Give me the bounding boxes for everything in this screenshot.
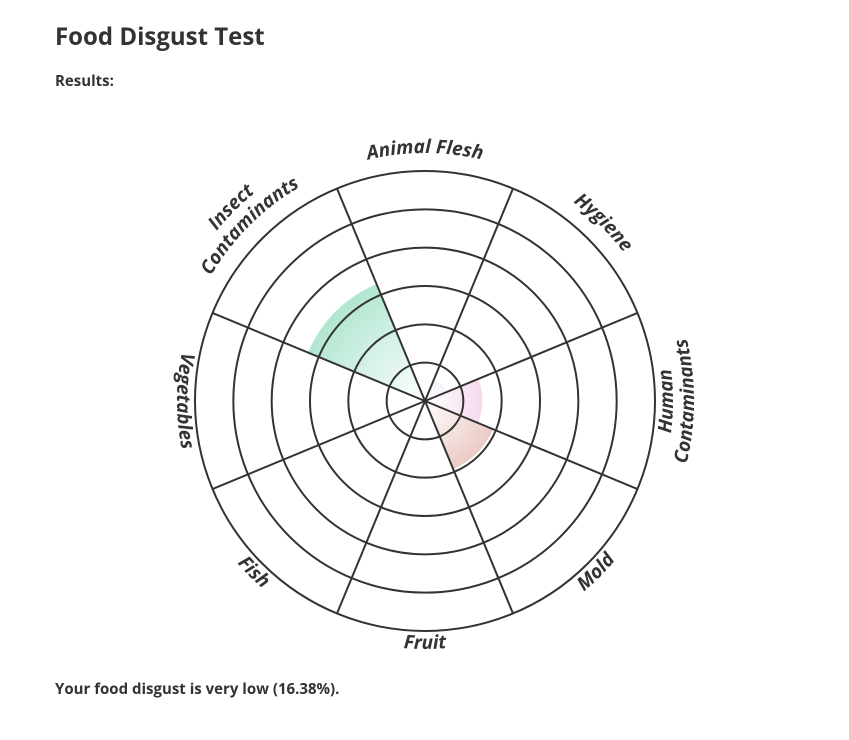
- sector-label-fruit: Fruit: [403, 628, 448, 655]
- polar-chart-svg: Animal FleshHygieneHumanContaminantsMold…: [125, 101, 725, 671]
- page-title: Food Disgust Test: [55, 20, 794, 53]
- sector-label-animal-flesh: Animal Flesh: [361, 133, 485, 166]
- results-label: Results:: [55, 71, 794, 91]
- chart-grid: [195, 171, 655, 631]
- sector-label-fish: Fish: [232, 550, 275, 593]
- sector-label-mold: Mold: [570, 546, 620, 596]
- sector-label-vegetables: Vegetables: [170, 351, 201, 451]
- sector-label-hygiene: Hygiene: [569, 186, 639, 256]
- polar-chart: Animal FleshHygieneHumanContaminantsMold…: [125, 101, 725, 671]
- chart-wedges: [308, 284, 493, 469]
- summary-sentence: Your food disgust is very low (16.38%).: [55, 679, 794, 699]
